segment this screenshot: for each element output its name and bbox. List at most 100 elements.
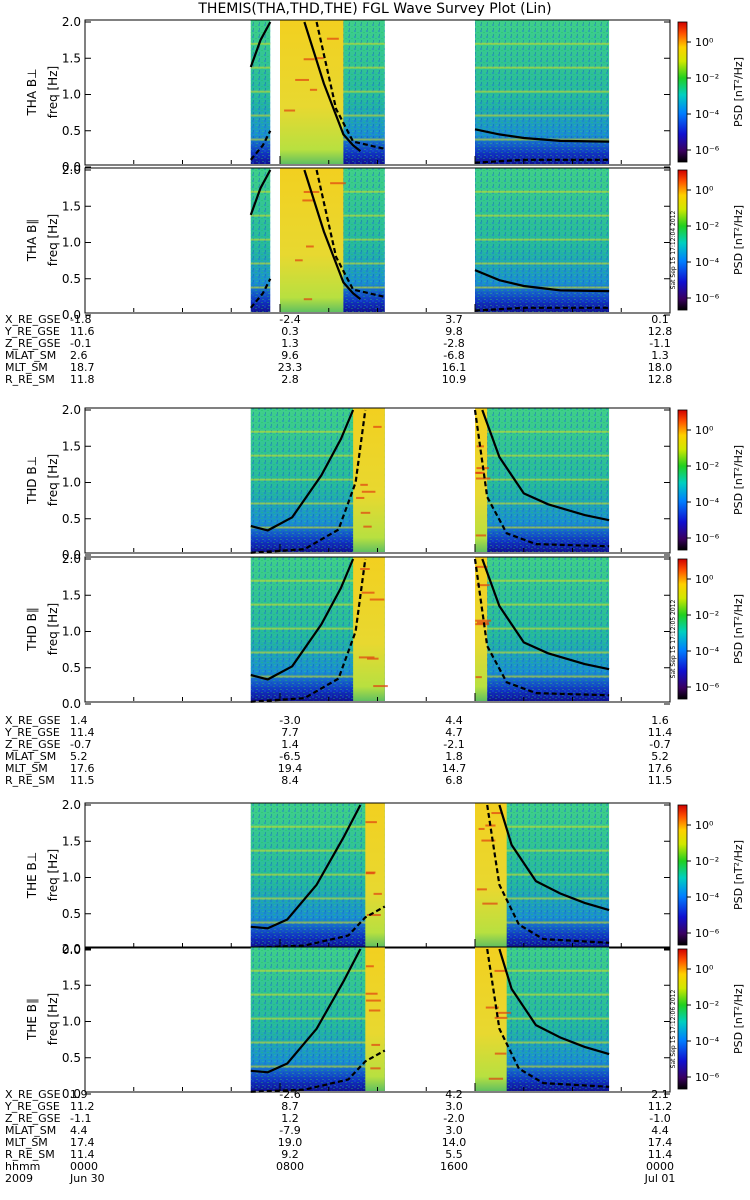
power-spot: [481, 839, 496, 842]
panel-frame: [84, 556, 671, 703]
freq-axis-label: freq [Hz]: [46, 66, 60, 118]
colorbar-tick-label: 10⁻²: [695, 220, 719, 233]
dashed-curve: [250, 1049, 386, 1093]
solid-curve: [481, 409, 610, 522]
ephem-value: 3.0: [445, 1124, 463, 1137]
solid-curve: [249, 21, 272, 68]
panel-ylabel: THE B∥: [25, 998, 39, 1041]
wave-power-band: [475, 408, 488, 552]
ephem-value: 19.4: [278, 762, 303, 775]
ephem-value: 14.0: [442, 1136, 467, 1149]
power-spot: [326, 37, 339, 40]
ephem-value: -7.9: [279, 1124, 300, 1137]
power-spot: [494, 1016, 508, 1019]
power-spot: [360, 567, 370, 570]
panel-ylabel: THA B⊥: [25, 68, 39, 116]
ephem-label: Y_RE_GSE: [4, 1100, 60, 1113]
ephem-value: 17.4: [70, 1136, 95, 1149]
ephem-value: 11.6: [70, 325, 95, 338]
ephem-label: R_RE_SM: [5, 373, 55, 386]
ephem-value: -2.0: [443, 1112, 464, 1125]
y-tick-label: 0.5: [62, 512, 81, 526]
ephem-value: -0.7: [70, 738, 91, 751]
colorbar-tick-label: 10⁻⁶: [695, 532, 720, 545]
solid-curve: [474, 128, 610, 143]
power-spot: [494, 1052, 507, 1055]
ephem-value: 19.0: [278, 1136, 303, 1149]
ephem-value: 14.7: [442, 762, 467, 775]
y-tick-label: 0.5: [62, 124, 81, 138]
power-spot: [366, 999, 381, 1002]
wave-power-band: [353, 557, 385, 701]
ephem-value: 11.8: [70, 373, 95, 386]
ephem-label: MLAT_SM: [5, 349, 56, 362]
ephem-value: 11.5: [70, 774, 95, 787]
wave-power-band: [353, 408, 385, 552]
ephem-value: 11.2: [648, 1100, 673, 1113]
spectrogram-panel-tha-par: 0.0 0.5 1.0 1.5 2.0 THA B∥ freq [Hz] 10⁰ 10⁻² 10⁻…: [25, 163, 745, 322]
power-spot: [488, 1077, 504, 1080]
y-tick-label: 0.5: [62, 272, 81, 286]
power-spot: [475, 623, 490, 626]
ephem-label: MLAT_SM: [5, 750, 56, 763]
colorbar-tick-label: 10⁻⁶: [695, 144, 720, 157]
ephemeris-block-1: X_RE_GSE 1.4 -3.0 4.4 1.6 Y_RE_GSE 11.4 7.7 4.7 1…: [4, 714, 672, 787]
spectrogram-panel-thd-perp: 0.0 0.5 1.0 1.5 2.0 THD B⊥ freq [Hz] 10⁰ 10⁻² 10⁻…: [25, 403, 745, 562]
ephem-label: MLT_SM: [5, 762, 48, 775]
ephem-value: 9.6: [281, 349, 299, 362]
y-tick-label: 1.0: [62, 476, 81, 490]
y-tick-label: 2.0: [62, 798, 81, 812]
power-spot: [306, 245, 314, 248]
dashed-curve: [249, 278, 272, 309]
ephem-value: 1.3: [651, 349, 669, 362]
dashed-curve: [249, 130, 272, 161]
timestamp-stamp: Sat Sep 15 17:12:06 2012: [670, 990, 677, 1069]
colorbar-label: PSD [nT²/Hz]: [732, 205, 745, 275]
colorbar: [677, 409, 688, 551]
year-label: 2009: [5, 1172, 33, 1185]
ephem-label: R_RE_SM: [5, 774, 55, 787]
ephem-value: 8.4: [281, 774, 299, 787]
y-tick-label: 2.0: [62, 552, 81, 566]
timestamp-stamp: Sat Sep 15 17:12:04 2012: [670, 211, 677, 290]
freq-axis-label: freq [Hz]: [46, 603, 60, 655]
ephemeris-block-2: X_RE_GSE 1.9 -2.6 4.2 2.1Y_RE_GSE 11.2 8.7 3.0 1…: [4, 1088, 672, 1161]
colorbar-tick-label: 10⁻²: [695, 72, 719, 85]
colorbar-tick-label: 10⁻⁴: [695, 496, 720, 509]
ephem-label: Z_RE_GSE: [5, 337, 61, 350]
colorbar: [677, 558, 688, 700]
colorbar-label: PSD [nT²/Hz]: [732, 594, 745, 664]
y-tick-label: 0.0: [62, 548, 81, 562]
ephem-value: 12.8: [648, 325, 673, 338]
solid-curve: [249, 169, 272, 216]
date-label: Jul 01: [644, 1172, 676, 1185]
y-tick-label: 2.0: [62, 942, 81, 956]
ephem-value: -2.8: [443, 337, 464, 350]
solid-curve: [498, 804, 610, 912]
power-spot: [363, 525, 372, 528]
colorbar-tick-label: 10⁻⁶: [695, 681, 720, 694]
power-spot: [475, 619, 492, 622]
ephem-value: 1.6: [651, 714, 669, 727]
ephem-label: X_RE_GSE: [5, 714, 61, 727]
ephem-value: -2.4: [279, 313, 300, 326]
ephem-value: 6.8: [445, 774, 463, 787]
power-spot: [373, 892, 382, 895]
power-spot: [494, 969, 508, 972]
ephemeris-block-0: X_RE_GSE -1.8 -2.4 3.7 0.1 Y_RE_GSE 11.6 0.3 9.8…: [4, 313, 672, 386]
dashed-curve: [250, 409, 367, 554]
ephem-value: -1.1: [649, 337, 670, 350]
power-spot: [475, 534, 487, 537]
y-tick-label: 0.5: [62, 661, 81, 675]
ephem-label: Y_RE_GSE: [4, 726, 60, 739]
ephem-value: 0.3: [281, 325, 299, 338]
freq-axis-label: freq [Hz]: [46, 454, 60, 506]
colorbar: [677, 804, 688, 946]
ephem-value: -1.1: [70, 1112, 91, 1125]
dashed-curve: [250, 905, 386, 949]
ephem-value: 3.0: [445, 1100, 463, 1113]
ephem-value: 18.7: [70, 361, 95, 374]
freq-axis-label: freq [Hz]: [46, 214, 60, 266]
colorbar-tick-label: 10⁻²: [695, 855, 719, 868]
